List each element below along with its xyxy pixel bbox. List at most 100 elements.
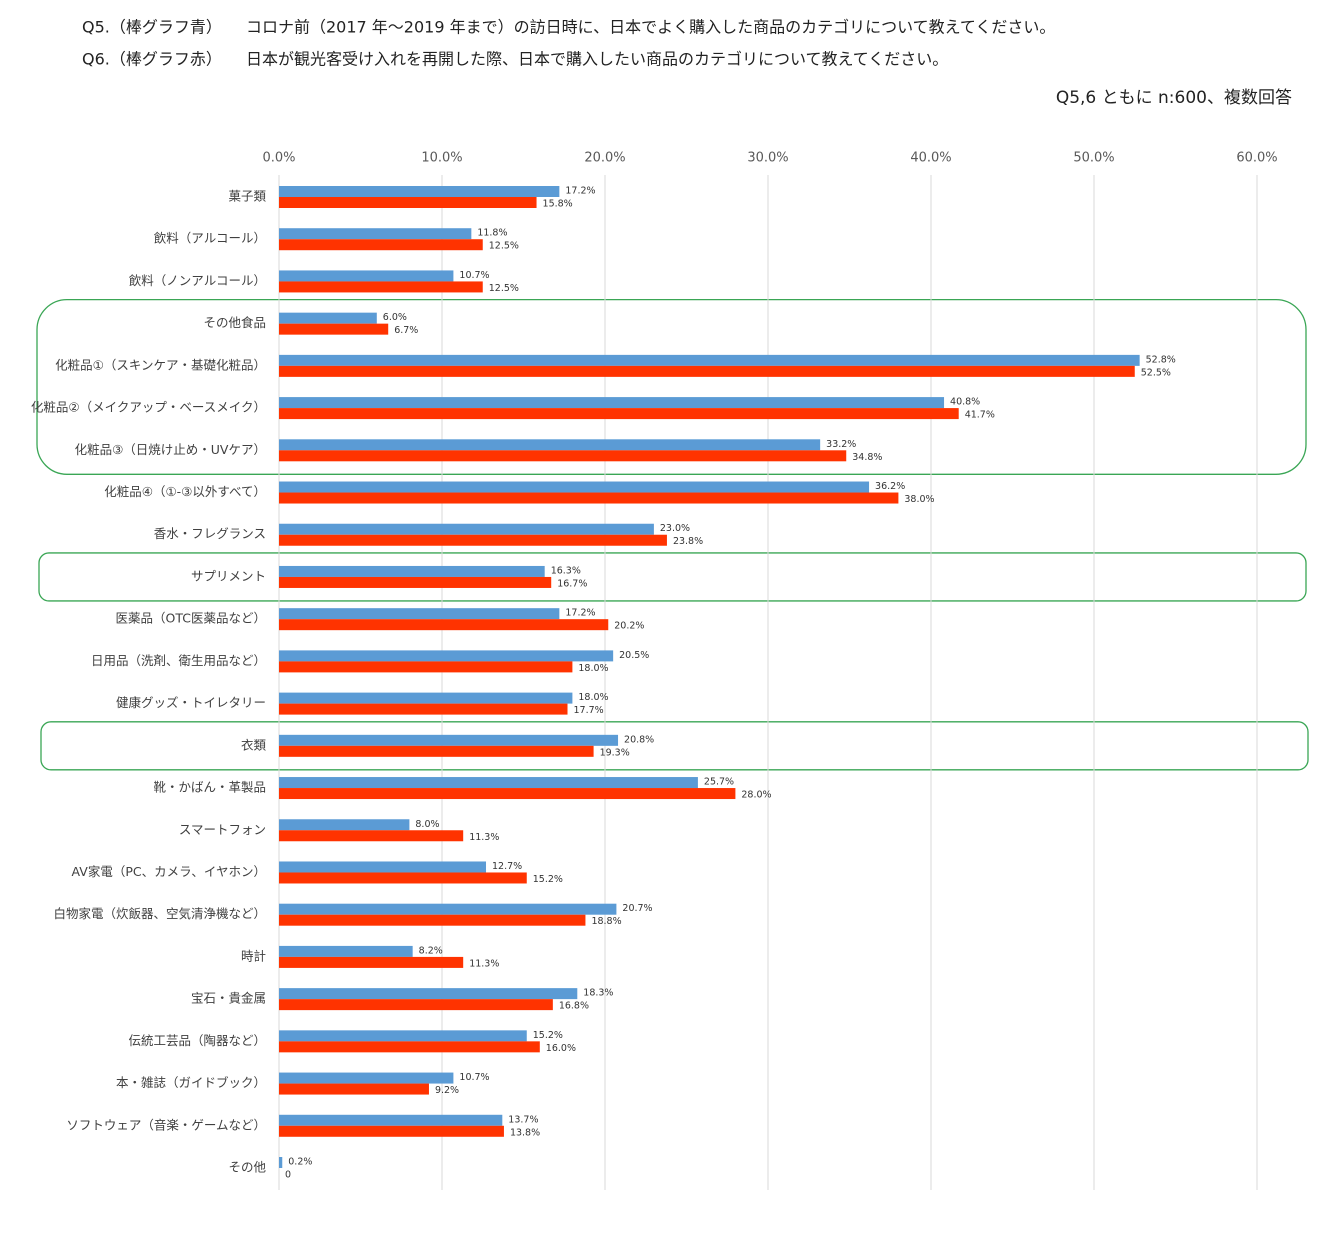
value-label: 0.2% — [288, 1157, 312, 1168]
bar — [279, 354, 1140, 366]
bar — [279, 408, 959, 420]
value-label: 19.3% — [600, 747, 630, 758]
value-label: 10.7% — [459, 1072, 489, 1083]
value-label: 17.2% — [565, 186, 595, 197]
value-label: 16.0% — [546, 1043, 576, 1054]
x-tick-label: 10.0% — [421, 151, 462, 166]
value-label: 15.2% — [533, 874, 563, 885]
x-tick-label: 50.0% — [1073, 151, 1114, 166]
value-label: 20.7% — [622, 903, 652, 914]
value-label: 16.8% — [559, 1001, 589, 1012]
value-label: 52.8% — [1146, 354, 1176, 365]
bar — [279, 692, 573, 704]
question-text: 日本が観光客受け入れを再開した際、日本で購入したい商品のカテゴリについて教えてく… — [246, 50, 948, 69]
bar — [279, 914, 586, 926]
value-label: 8.0% — [415, 819, 439, 830]
bar — [279, 576, 552, 588]
category-label: その他食品 — [203, 315, 266, 330]
bar — [279, 819, 410, 831]
bar — [279, 1072, 454, 1084]
value-label: 15.2% — [533, 1030, 563, 1041]
bar — [279, 1030, 527, 1042]
value-label: 25.7% — [704, 777, 734, 788]
category-label: 医薬品（OTC医薬品など） — [116, 611, 266, 626]
bar — [279, 1157, 283, 1168]
bar — [279, 239, 483, 251]
category-label: 白物家電（炊飯器、空気清浄機など） — [53, 906, 266, 921]
bar — [279, 1114, 503, 1126]
category-label: 化粧品②（メイクアップ・ベースメイク） — [31, 400, 266, 415]
category-label: スマートフォン — [179, 822, 266, 837]
value-label: 11.3% — [469, 832, 499, 843]
value-label: 0 — [285, 1170, 291, 1181]
value-label: 20.2% — [614, 621, 644, 632]
category-label: サプリメント — [191, 568, 266, 583]
bar — [279, 777, 698, 789]
bar — [279, 1041, 540, 1053]
x-tick-label: 40.0% — [910, 151, 951, 166]
highlight-box — [36, 299, 1307, 475]
bar — [279, 439, 821, 451]
value-label: 13.7% — [508, 1114, 538, 1125]
value-label: 16.7% — [557, 578, 587, 589]
value-label: 6.0% — [383, 312, 407, 323]
value-label: 38.0% — [904, 494, 934, 505]
bar — [279, 745, 594, 757]
value-label: 10.7% — [459, 270, 489, 281]
value-label: 23.0% — [660, 523, 690, 534]
value-label: 11.8% — [477, 228, 507, 239]
value-label: 12.5% — [489, 241, 519, 252]
bar — [279, 661, 573, 673]
value-label: 12.7% — [492, 861, 522, 872]
category-label: 伝統工芸品（陶器など） — [128, 1033, 266, 1048]
x-tick-label: 0.0% — [262, 151, 295, 166]
bar — [279, 1125, 504, 1137]
bar — [279, 523, 654, 535]
category-label: 飲料（アルコール） — [154, 231, 266, 246]
category-label: 日用品（洗剤、衛生用品など） — [91, 653, 266, 668]
value-label: 40.8% — [950, 397, 980, 408]
category-label: 宝石・貴金属 — [191, 991, 266, 1006]
value-label: 28.0% — [741, 790, 771, 801]
value-label: 6.7% — [394, 325, 418, 336]
question-label: Q6.（棒グラフ赤） — [82, 50, 222, 69]
bar — [279, 830, 464, 842]
value-label: 13.8% — [510, 1127, 540, 1138]
bar — [279, 186, 560, 197]
bar — [279, 903, 617, 915]
bar — [279, 872, 527, 884]
value-label: 18.3% — [583, 988, 613, 999]
value-label: 33.2% — [826, 439, 856, 450]
value-label: 15.8% — [543, 199, 573, 210]
value-label: 34.8% — [852, 452, 882, 463]
category-label: ソフトウェア（音楽・ゲームなど） — [66, 1117, 266, 1132]
value-label: 20.5% — [619, 650, 649, 661]
value-label: 18.0% — [578, 663, 608, 674]
highlight-box — [38, 552, 1307, 602]
bar — [279, 734, 619, 746]
value-label: 17.7% — [574, 705, 604, 716]
category-label: 飲料（ノンアルコール） — [129, 273, 266, 288]
bar — [279, 197, 537, 208]
category-label: 衣類 — [241, 737, 267, 752]
value-label: 18.8% — [591, 916, 621, 927]
bar — [279, 565, 545, 577]
bar — [279, 228, 472, 240]
question-label: Q5.（棒グラフ青） — [82, 18, 222, 37]
bar — [279, 945, 413, 957]
value-label: 17.2% — [565, 608, 595, 619]
category-label: 化粧品③（日焼け止め・UVケア） — [75, 442, 266, 457]
bar — [279, 619, 609, 631]
bar — [279, 788, 736, 800]
category-label: 化粧品④（①-③以外すべて） — [104, 484, 266, 499]
bar — [279, 1083, 429, 1095]
value-label: 20.8% — [624, 734, 654, 745]
value-label: 16.3% — [551, 565, 581, 576]
highlight-box — [40, 721, 1309, 771]
category-label: 香水・フレグランス — [154, 526, 266, 541]
bar — [279, 270, 454, 282]
value-label: 8.2% — [419, 945, 443, 956]
x-tick-label: 30.0% — [747, 151, 788, 166]
category-label: AV家電（PC、カメラ、イヤホン） — [72, 864, 266, 879]
note: Q5,6 ともに n:600、複数回答 — [1056, 88, 1292, 108]
